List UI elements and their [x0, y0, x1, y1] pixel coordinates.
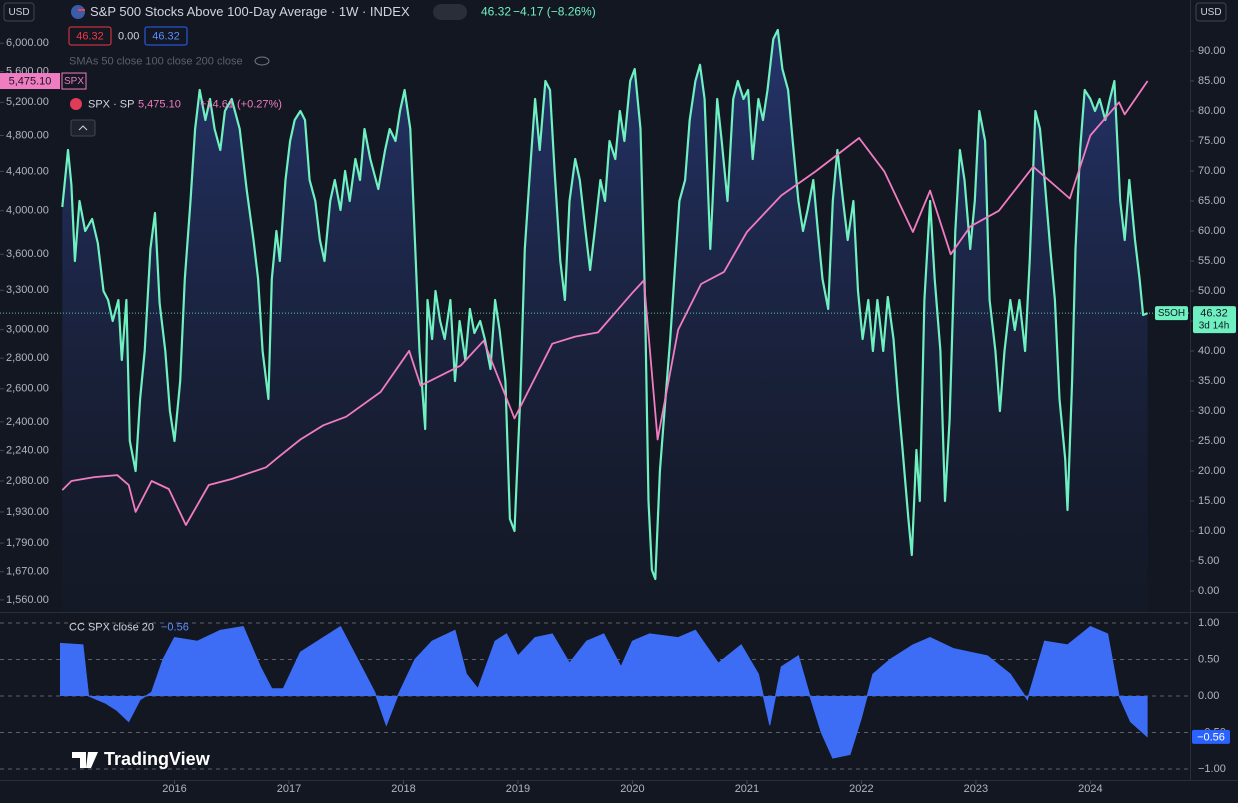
indicator-title: CC SPX close 20: [69, 621, 154, 633]
x-tick-label: 2017: [277, 783, 301, 795]
y2-tick-label: 1,560.00: [6, 594, 49, 606]
y2-tick-label: 4,400.00: [6, 165, 49, 177]
x-tick-label: 2021: [735, 783, 759, 795]
brand: TradingView: [104, 749, 211, 769]
indicator-value: −0.56: [161, 621, 189, 633]
x-tick-label: 2022: [849, 783, 873, 795]
line: [61, 28, 1149, 581]
y2-tick-label: 4,800.00: [6, 129, 49, 141]
y-tick-label: 0.00: [1198, 585, 1219, 597]
ohlc-high: 46.32: [152, 30, 180, 42]
ohlc-mid: 0.00: [118, 30, 139, 42]
plot: 0.00 5.00 10.00 15.00 20.00 25.00 30.00 35.00 40…: [0, 28, 1236, 795]
spx-tag-box: [61, 72, 87, 90]
ohlc-box: [144, 26, 188, 46]
y-tick-label: 20.00: [1198, 465, 1226, 477]
y2-tick-label: 2,240.00: [6, 444, 49, 456]
collapse-icon: [78, 125, 88, 131]
ohlc-low: 46.32: [76, 30, 104, 42]
last-value: 46.32: [481, 5, 511, 19]
series-tag: [1155, 306, 1188, 321]
y-tick-label: 90.00: [1198, 45, 1226, 57]
y2-tick-label: 2,600.00: [6, 383, 49, 395]
currency-label: USD: [8, 7, 29, 18]
area: [60, 626, 1148, 759]
line: [59, 625, 1148, 759]
panes: [0, 0, 1238, 781]
y2-tick-label: 1,930.00: [6, 506, 49, 518]
countdown: 3d 14h: [1199, 321, 1230, 332]
collapse-button[interactable]: [70, 119, 96, 137]
value-tag-label: −0.56: [1197, 731, 1225, 743]
y-tick-label: 80.00: [1198, 105, 1226, 117]
y-tick-label: 65.00: [1198, 195, 1226, 207]
y-tick-label: 1.00: [1198, 617, 1219, 629]
eye-icon[interactable]: [254, 56, 270, 66]
spx-last: 5,475.10: [138, 98, 181, 110]
x-tick-label: 2023: [964, 783, 988, 795]
line: [61, 80, 1149, 526]
spx-tag-label: 5,475.10: [9, 75, 52, 87]
y2-tick-label: 2,800.00: [6, 352, 49, 364]
y-tick-label: 40.00: [1198, 345, 1226, 357]
spx-tag: [0, 73, 60, 90]
sma-legend: SMAs 50 close 100 close 200 close: [69, 55, 243, 67]
x-tick-label: 2020: [620, 783, 644, 795]
y-tick-label: −1.00: [1198, 763, 1226, 775]
y-tick-label: 15.00: [1198, 495, 1226, 507]
y-tick-label: 70.00: [1198, 165, 1226, 177]
y2-tick-label: 3,000.00: [6, 324, 49, 336]
y2-tick-label: 1,670.00: [6, 566, 49, 578]
y2-tick-label: 4,000.00: [6, 205, 49, 217]
currency-button[interactable]: [1195, 2, 1227, 22]
x-tick-label: 2019: [506, 783, 530, 795]
y2-tick-label: 3,300.00: [6, 284, 49, 296]
x-tick-label: 2024: [1078, 783, 1102, 795]
y2-tick-label: 2,080.00: [6, 475, 49, 487]
y-tick-label: 75.00: [1198, 135, 1226, 147]
spx-legend: SPX · SP: [88, 98, 134, 110]
y2-tick-label: 1,790.00: [6, 537, 49, 549]
y-tick-label: 5.00: [1198, 555, 1219, 567]
y-tick-label: 50.00: [1198, 285, 1226, 297]
flag-stripe: [78, 9, 85, 11]
overlay: USD USD S&P 500 Stocks Above 100-Day Ave…: [3, 2, 1227, 769]
y2-tick-label: 2,400.00: [6, 416, 49, 428]
y-tick-label: 30.00: [1198, 405, 1226, 417]
x-tick-label: 2016: [162, 783, 186, 795]
y-tick-label: 0.50: [1198, 653, 1219, 665]
flag-icon: [71, 5, 85, 19]
y-tick-label: 55.00: [1198, 255, 1226, 267]
currency-label: USD: [1200, 7, 1221, 18]
y2-tick-label: 3,600.00: [6, 248, 49, 260]
y2-tick-label: 5,200.00: [6, 96, 49, 108]
y-tick-label: 60.00: [1198, 225, 1226, 237]
y-tick-label: 10.00: [1198, 525, 1226, 537]
ohlc-box: [68, 26, 112, 46]
y-tick-label: 85.00: [1198, 75, 1226, 87]
series-tag-label: S5OH: [1158, 308, 1185, 319]
y-tick-label: 25.00: [1198, 435, 1226, 447]
change: −4.17 (−8.26%): [513, 5, 596, 19]
spx-change: +14.61 (+0.27%): [200, 98, 282, 110]
spx-tag-symbol: SPX: [64, 76, 84, 87]
brand-logo: [72, 752, 98, 768]
x-tick-label: 2018: [391, 783, 415, 795]
value-tag: [1193, 306, 1236, 334]
area: [62, 30, 1148, 612]
value-tag-label: 46.32: [1200, 307, 1228, 319]
spx-icon: [70, 98, 82, 110]
currency-button[interactable]: [3, 2, 35, 22]
badge[interactable]: [433, 4, 467, 20]
y-tick-label: 0.00: [1198, 690, 1219, 702]
y-tick-label: 35.00: [1198, 375, 1226, 387]
symbol-title: S&P 500 Stocks Above 100-Day Average · 1…: [90, 4, 410, 19]
value-tag: [1192, 729, 1230, 744]
y2-tick-label: 6,000.00: [6, 37, 49, 49]
